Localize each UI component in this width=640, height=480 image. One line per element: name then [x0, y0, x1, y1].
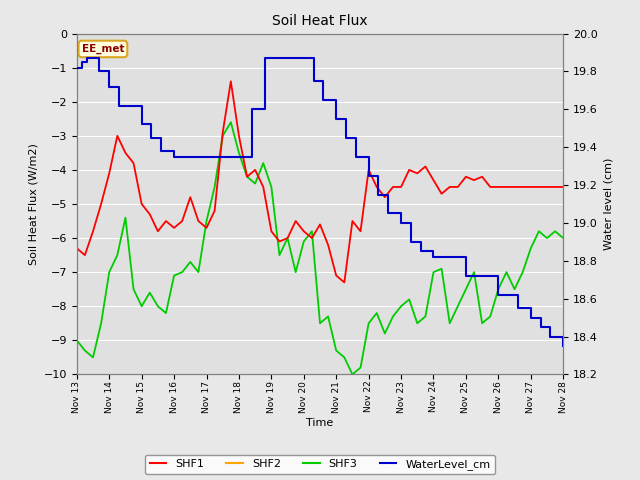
X-axis label: Time: Time: [307, 418, 333, 428]
Text: EE_met: EE_met: [82, 44, 124, 54]
Legend: SHF1, SHF2, SHF3, WaterLevel_cm: SHF1, SHF2, SHF3, WaterLevel_cm: [145, 455, 495, 474]
Y-axis label: Soil Heat Flux (W/m2): Soil Heat Flux (W/m2): [28, 143, 38, 265]
Title: Soil Heat Flux: Soil Heat Flux: [272, 14, 368, 28]
Y-axis label: Water level (cm): Water level (cm): [604, 158, 613, 250]
